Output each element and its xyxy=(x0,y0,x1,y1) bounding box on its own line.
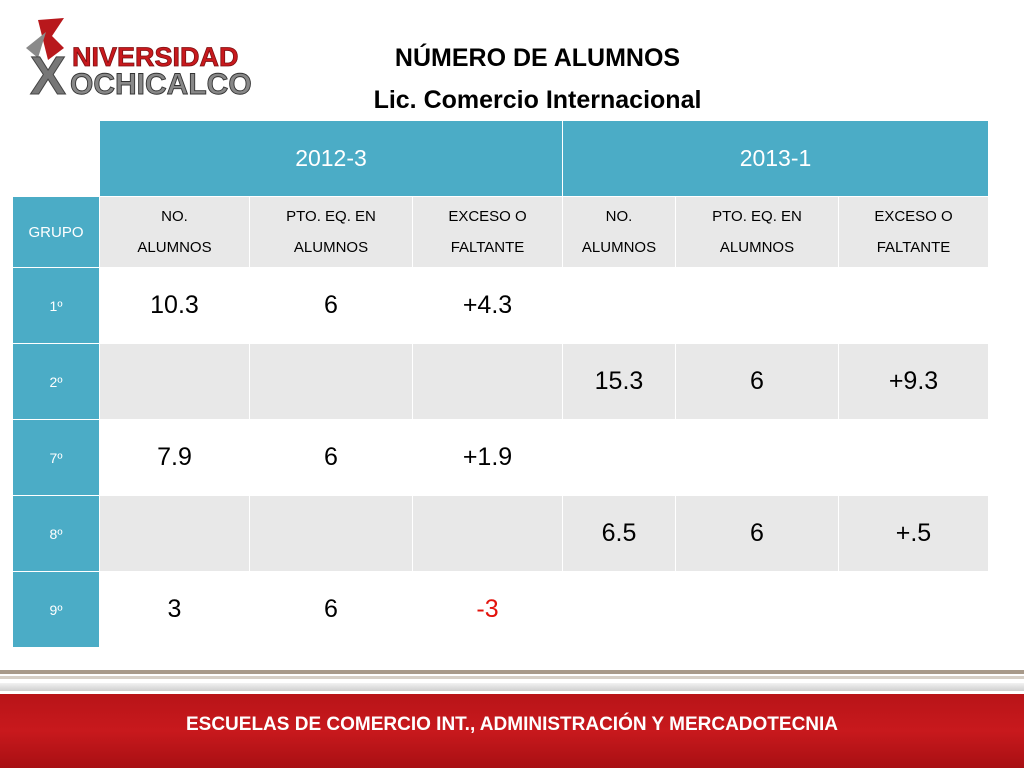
table-cell xyxy=(249,495,413,572)
group-label: 1º xyxy=(12,267,100,344)
group-label: 8º xyxy=(12,495,100,572)
subheader-line: FALTANTE xyxy=(876,239,951,256)
group-label: 9º xyxy=(12,571,100,648)
table-cell: 7.9 xyxy=(99,419,250,496)
footer-divider xyxy=(0,683,1024,691)
table-cell xyxy=(562,571,676,648)
subheader-line: EXCESO O xyxy=(874,208,953,225)
negative-value-cell: -3 xyxy=(412,571,563,648)
table-cell xyxy=(562,419,676,496)
table-cell: 10.3 xyxy=(99,267,250,344)
subheader-pto-eq-2012: PTO. EQ. EN ALUMNOS xyxy=(249,196,413,268)
table-cell xyxy=(675,419,839,496)
subheader-exceso-2013: EXCESO O FALTANTE xyxy=(838,196,989,268)
footer-bar: ESCUELAS DE COMERCIO INT., ADMINISTRACIÓ… xyxy=(0,694,1024,768)
table-cell xyxy=(412,343,563,420)
subheader-no-alumnos-2013: NO. ALUMNOS xyxy=(562,196,676,268)
table-cell: 6 xyxy=(675,495,839,572)
table-row: 1º 10.3 6 +4.3 xyxy=(12,267,989,344)
subheader-line: NO. xyxy=(161,208,188,225)
period-header-2012-3: 2012-3 xyxy=(99,120,563,197)
footer-text: ESCUELAS DE COMERCIO INT., ADMINISTRACIÓ… xyxy=(185,714,839,735)
table-cell xyxy=(838,419,989,496)
table-row: 7º 7.9 6 +1.9 xyxy=(12,419,989,496)
page-title: NÚMERO DE ALUMNOS xyxy=(394,44,681,72)
table-cell: +1.9 xyxy=(412,419,563,496)
table-cell: +9.3 xyxy=(838,343,989,420)
universidad-xochicalco-logo: X NIVERSIDAD OCHICALCO xyxy=(26,18,252,102)
logo-text-universidad: NIVERSIDAD xyxy=(72,42,239,72)
subheader-pto-eq-2013: PTO. EQ. EN ALUMNOS xyxy=(675,196,839,268)
table-cell: 6 xyxy=(249,571,413,648)
subheader-row: GRUPO NO. ALUMNOS PTO. EQ. EN ALUMNOS EXCE… xyxy=(12,196,989,268)
students-table: 2012-3 2013-1 GRUPO NO. ALUMNOS PTO. EQ. … xyxy=(12,120,989,648)
subheader-line: PTO. EQ. EN xyxy=(286,208,376,225)
subheader-line: NO. xyxy=(605,208,633,225)
table-cell: +4.3 xyxy=(412,267,563,344)
table-cell xyxy=(99,343,250,420)
table-cell: 6.5 xyxy=(562,495,676,572)
table-cell: 6 xyxy=(675,343,839,420)
page-subtitle: Lic. Comercio Internacional xyxy=(373,86,702,114)
table-cell: 6 xyxy=(249,419,413,496)
footer-divider xyxy=(0,670,1024,674)
table-cell xyxy=(99,495,250,572)
subheader-no-alumnos-2012: NO. ALUMNOS xyxy=(99,196,250,268)
logo-x-letter: X xyxy=(30,46,66,102)
table-cell xyxy=(838,267,989,344)
period-header-row: 2012-3 2013-1 xyxy=(12,120,989,197)
table-row: 9º 3 6 -3 xyxy=(12,571,989,648)
subheader-line: ALUMNOS xyxy=(581,239,657,256)
period-header-2013-1: 2013-1 xyxy=(562,120,989,197)
subheader-line: EXCESO O xyxy=(448,208,527,225)
subheader-line: ALUMNOS xyxy=(293,239,369,256)
table-row: 8º 6.5 6 +.5 xyxy=(12,495,989,572)
group-label: 7º xyxy=(12,419,100,496)
table-cell xyxy=(675,267,839,344)
table-cell: 6 xyxy=(249,267,413,344)
table-cell: +.5 xyxy=(838,495,989,572)
corner-cell xyxy=(12,120,100,197)
subheader-line: FALTANTE xyxy=(450,239,525,256)
footer-divider xyxy=(0,676,1024,679)
table-cell xyxy=(249,343,413,420)
table-cell: 3 xyxy=(99,571,250,648)
table-cell xyxy=(675,571,839,648)
table-row: 2º 15.3 6 +9.3 xyxy=(12,343,989,420)
group-header: GRUPO xyxy=(12,196,100,268)
subheader-line: ALUMNOS xyxy=(719,239,795,256)
table-cell xyxy=(562,267,676,344)
group-label: 2º xyxy=(12,343,100,420)
table-cell: 15.3 xyxy=(562,343,676,420)
subheader-line: ALUMNOS xyxy=(137,239,212,256)
logo-text-xochicalco: OCHICALCO xyxy=(70,68,252,101)
subheader-exceso-2012: EXCESO O FALTANTE xyxy=(412,196,563,268)
table-cell xyxy=(838,571,989,648)
subheader-line: PTO. EQ. EN xyxy=(712,208,802,225)
logo-swoosh xyxy=(38,18,64,60)
table-cell xyxy=(412,495,563,572)
